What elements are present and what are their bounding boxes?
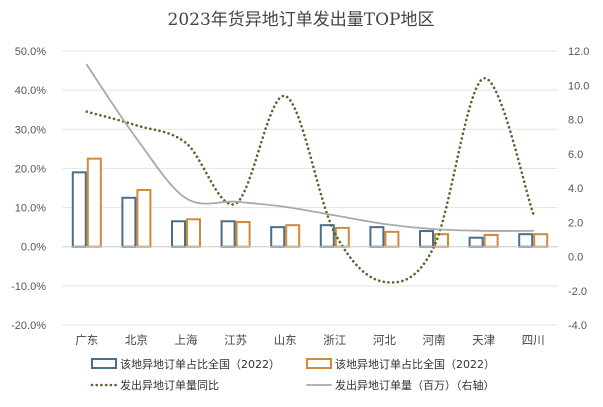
category-label: 江苏 [224, 333, 247, 347]
legend-item: 该地异地订单占比全国（2022） [91, 357, 280, 371]
category-label: 北京 [125, 333, 148, 347]
category-label: 天津 [472, 333, 495, 347]
legend-item: 发出异地订单量（百万）（右轴） [306, 378, 495, 392]
right-axis-tick-label: -4.0 [568, 320, 587, 332]
right-axis-tick-label: 10.0 [568, 80, 589, 92]
category-label: 山东 [274, 333, 297, 347]
bar [270, 226, 286, 248]
chart-title: 2023年货异地订单发出量TOP地区 [168, 10, 435, 30]
bar [171, 220, 186, 248]
left-axis-tick-label: 10.0% [15, 203, 46, 215]
bar [468, 236, 484, 248]
legend-item: 该地异地订单占比全国（2022） [306, 357, 495, 371]
legend-label: 该地异地订单占比全国（2022） [335, 357, 495, 371]
right-axis-tick-label: 4.0 [568, 183, 583, 195]
yoy-line [85, 77, 535, 284]
right-axis-tick-label: 0.0 [568, 252, 583, 264]
axis-layer: -20.0% -10.0% 0.0% 10.0% 20.0% 30.0% 40.0% 50.0… [11, 46, 589, 347]
bar [71, 171, 87, 248]
legend-item: 发出异地订单量同比 [90, 378, 219, 392]
legend-swatch [306, 358, 332, 369]
right-axis-tick-label: 12.0 [568, 46, 589, 58]
legend-label: 该地异地订单占比全国（2022） [120, 357, 280, 371]
bar [235, 221, 251, 248]
bar [220, 220, 236, 248]
bar [319, 224, 335, 248]
legend-label: 发出异地订单量（百万）（右轴） [335, 378, 495, 392]
left-axis-tick-label: 0.0% [21, 242, 46, 254]
bar [434, 233, 449, 248]
left-axis-tick-label: 40.0% [15, 85, 46, 97]
bar [121, 196, 137, 248]
right-axis-tick-label: 2.0 [568, 217, 583, 229]
legend-label: 发出异地订单量同比 [120, 378, 219, 392]
bar [86, 157, 102, 248]
volume-line [85, 63, 535, 232]
left-axis-tick-label: 50.0% [15, 46, 46, 58]
bar-layer [71, 157, 549, 248]
category-label: 广东 [75, 333, 98, 347]
category-label: 浙江 [323, 333, 346, 347]
bar [533, 233, 549, 248]
left-axis-tick-label: 30.0% [15, 124, 46, 136]
legend: 该地异地订单占比全国（2022） 该地异地订单占比全国（2022） 发出异地订单量同… [90, 357, 495, 392]
right-axis-tick-label: 6.0 [568, 149, 583, 161]
left-axis-tick-label: -10.0% [11, 281, 46, 293]
right-axis-tick-label: 8.0 [568, 115, 583, 127]
category-label: 河南 [423, 333, 446, 347]
line-layer [85, 63, 535, 284]
bar [518, 233, 534, 248]
category-label: 河北 [373, 333, 396, 347]
bar [483, 233, 499, 248]
bar [285, 224, 301, 248]
bar [369, 226, 385, 248]
left-axis-tick-label: 20.0% [15, 163, 46, 175]
right-axis-tick-label: -2.0 [568, 286, 587, 298]
category-label: 上海 [175, 333, 198, 347]
left-axis-tick-label: -20.0% [11, 320, 46, 332]
bar [186, 218, 201, 248]
bar [136, 188, 152, 248]
bar [384, 230, 400, 248]
bar [419, 230, 434, 248]
category-label: 四川 [522, 333, 545, 347]
legend-swatch [91, 358, 117, 369]
